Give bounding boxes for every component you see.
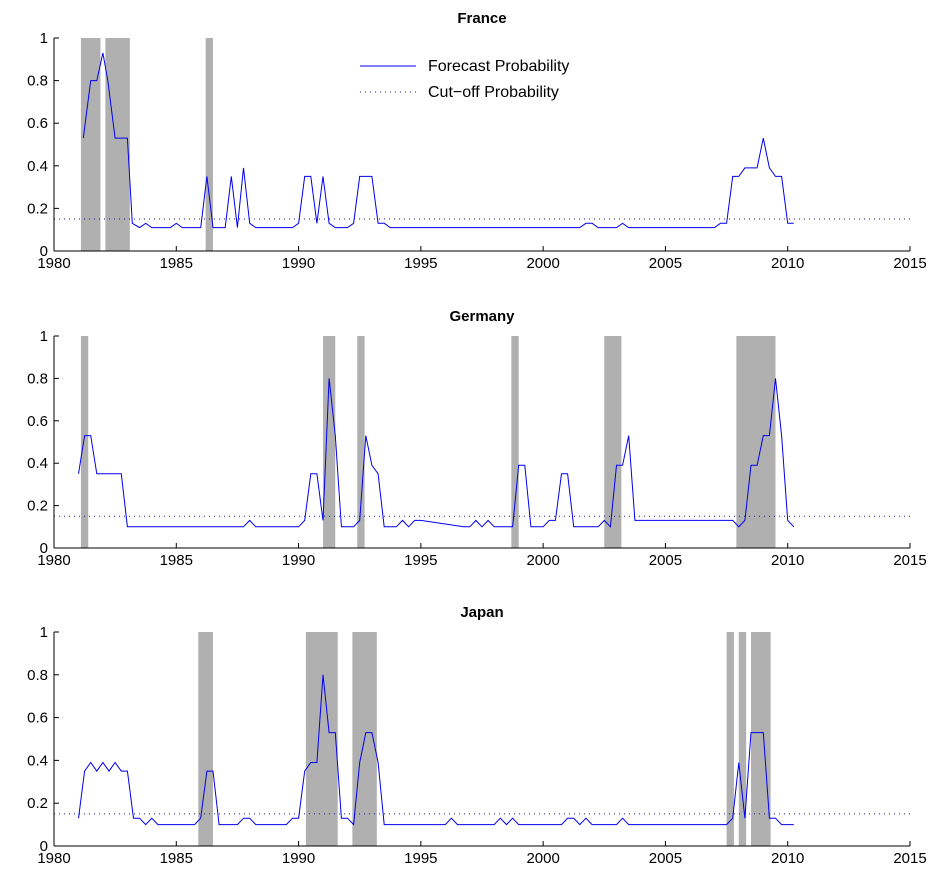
x-tick-label: 1990 [282, 255, 315, 272]
legend-label-cutoff: Cut−off Probability [428, 84, 559, 101]
panel-title: Japan [460, 604, 503, 621]
x-tick-label: 2005 [649, 255, 682, 272]
y-tick-label: 0.2 [27, 498, 48, 515]
series-line-forecast [78, 674, 794, 826]
recession-band [604, 336, 622, 548]
x-tick-label: 2005 [649, 850, 682, 867]
recession-band [323, 336, 336, 548]
y-tick-label: 0.6 [27, 115, 48, 132]
recession-band [205, 38, 213, 251]
y-tick-label: 0.4 [27, 158, 48, 175]
panel-germany: 1980 1985 1990 1995 2000 2005 2010 2015 0 0.2 0.4 0… [27, 308, 927, 569]
x-tick-label: 2000 [526, 552, 559, 569]
panel-title: Germany [449, 308, 515, 325]
recession-band [80, 38, 101, 251]
y-tick-label: 0.6 [27, 710, 48, 727]
x-tick-label: 1995 [404, 850, 437, 867]
recession-band [738, 632, 747, 846]
x-tick-label: 1980 [37, 850, 70, 867]
panel-france: 1980 1985 1990 1995 2000 2005 2010 2015 0 0.2 0.4 0… [27, 10, 927, 272]
series-line-forecast [82, 52, 794, 229]
y-tick-label: 1 [40, 624, 48, 641]
recession-band [511, 336, 519, 548]
x-tick-label: 1980 [37, 552, 70, 569]
y-tick-label: 0.2 [27, 200, 48, 217]
legend: Forecast Probability Cut−off Probability [360, 58, 569, 101]
recession-band [751, 632, 771, 846]
legend-label-forecast: Forecast Probability [428, 58, 569, 75]
x-tick-label: 1985 [160, 552, 193, 569]
x-tick-label: 2010 [771, 255, 804, 272]
y-tick-label: 0.8 [27, 73, 48, 90]
y-tick-label: 0 [40, 838, 48, 855]
x-tick-label: 2010 [771, 552, 804, 569]
x-tick-label: 2015 [893, 255, 926, 272]
y-tick-label: 0.2 [27, 795, 48, 812]
x-tick-label: 1995 [404, 255, 437, 272]
y-tick-label: 0 [40, 243, 48, 260]
y-tick-label: 0.4 [27, 752, 48, 769]
y-tick-label: 0.4 [27, 455, 48, 472]
y-tick-label: 0.8 [27, 667, 48, 684]
recession-band [105, 38, 130, 251]
x-tick-label: 2000 [526, 850, 559, 867]
panel-japan: 1980 1985 1990 1995 2000 2005 2010 2015 0 0.2 0.4 0… [27, 604, 927, 867]
y-tick-label: 1 [40, 30, 48, 47]
x-tick-label: 1980 [37, 255, 70, 272]
recession-band [80, 336, 89, 548]
x-tick-label: 2015 [893, 552, 926, 569]
recession-band [305, 632, 338, 846]
y-tick-label: 0.8 [27, 370, 48, 387]
x-tick-label: 1990 [282, 552, 315, 569]
y-tick-label: 0 [40, 540, 48, 557]
x-tick-label: 1990 [282, 850, 315, 867]
x-tick-label: 2010 [771, 850, 804, 867]
series-line-forecast [78, 378, 795, 528]
x-tick-label: 2005 [649, 552, 682, 569]
recession-band [198, 632, 213, 846]
x-tick-label: 1985 [160, 850, 193, 867]
x-tick-label: 2015 [893, 850, 926, 867]
y-tick-label: 0.6 [27, 413, 48, 430]
x-tick-label: 2000 [526, 255, 559, 272]
recession-band [357, 336, 365, 548]
y-tick-label: 1 [40, 328, 48, 345]
recession-band [726, 632, 734, 846]
panel-title: France [457, 10, 506, 27]
x-tick-label: 1995 [404, 552, 437, 569]
recession-band [736, 336, 776, 548]
x-tick-label: 1985 [160, 255, 193, 272]
